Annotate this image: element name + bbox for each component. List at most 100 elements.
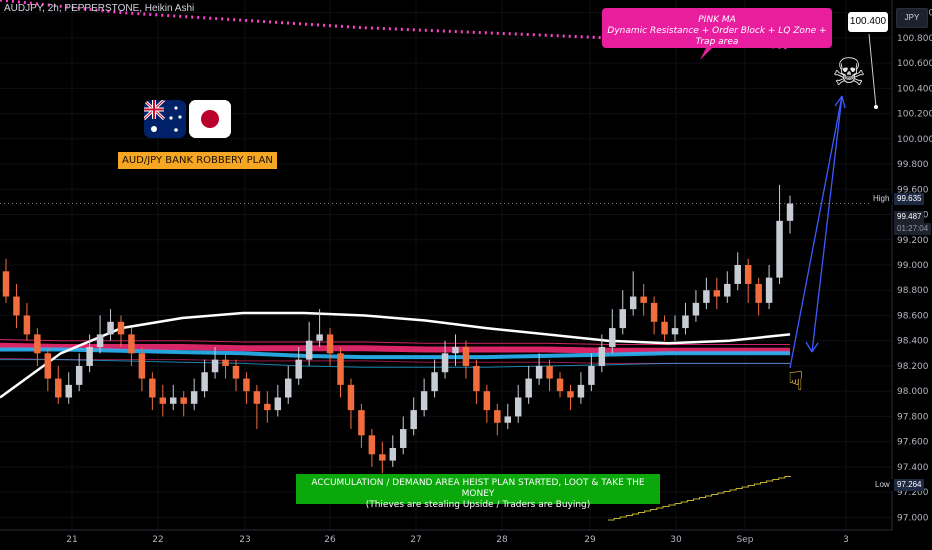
candle — [441, 340, 449, 379]
candle-body — [190, 391, 198, 404]
candle-body — [23, 315, 31, 335]
y-tick-label: 99.600 — [897, 185, 929, 195]
candle-body — [117, 321, 125, 335]
x-tick-label: 22 — [152, 535, 163, 545]
candle — [786, 195, 794, 234]
japan-flag-icon — [189, 100, 231, 138]
candle — [44, 347, 52, 392]
target-point — [874, 105, 878, 109]
candle-body — [525, 378, 532, 398]
candle-body — [776, 220, 783, 278]
candle-body — [34, 334, 41, 354]
grid — [0, 0, 892, 530]
currency-button[interactable]: JPY — [896, 8, 928, 28]
candle — [765, 265, 773, 310]
pink-callout-pointer — [700, 48, 712, 60]
target-arrow-head — [834, 95, 846, 109]
candle — [211, 347, 219, 379]
candle — [650, 296, 658, 335]
y-tick-label: 100.600 — [897, 59, 932, 69]
candle-body — [399, 429, 407, 448]
candle — [744, 258, 752, 303]
candle-body — [253, 391, 261, 404]
candle — [190, 378, 198, 411]
chart-title: AUDJPY, 2h, PEPPERSTONE, Heikin Ashi — [4, 3, 195, 14]
candle-body — [180, 397, 187, 404]
candle — [619, 290, 626, 335]
candle-body — [232, 365, 240, 379]
dotted-magenta-ma-line — [0, 0, 791, 50]
candle — [661, 315, 668, 341]
candle — [703, 277, 710, 310]
candle — [358, 403, 365, 448]
candle-body — [629, 296, 637, 310]
candle-body — [546, 365, 553, 379]
candle-body — [138, 353, 146, 379]
candle — [274, 384, 282, 417]
candle-body — [713, 290, 721, 297]
candle — [117, 315, 125, 348]
candle — [588, 353, 595, 392]
candle-body — [494, 410, 501, 423]
candle — [337, 347, 344, 398]
candle — [368, 429, 376, 467]
candle — [504, 403, 512, 430]
candle — [494, 403, 501, 436]
candle-body — [661, 321, 668, 335]
white-ma-line — [0, 311, 791, 399]
candle — [170, 384, 177, 411]
candle-body — [703, 290, 710, 303]
pink-ma-callout: PINK MA Dynamic Resistance + Order Block… — [602, 8, 832, 48]
pointing-down-hand-icon: ☟ — [788, 366, 804, 396]
candle — [305, 321, 313, 366]
candle — [149, 372, 156, 411]
x-tick-label: 28 — [496, 535, 508, 545]
y-axis-ticks: 101.000100.800100.600100.400100.200100.0… — [897, 9, 932, 524]
candle-body — [337, 353, 344, 385]
candle — [399, 416, 407, 455]
candle — [232, 359, 240, 392]
y-tick-label: 97.600 — [897, 438, 929, 448]
retrace-arrow-line — [811, 95, 843, 353]
candle-body — [211, 359, 219, 373]
plan-label: AUD/JPY BANK ROBBERY PLAN — [118, 152, 277, 169]
candle — [577, 372, 585, 404]
x-tick-label: 29 — [584, 535, 596, 545]
candle-body — [609, 328, 616, 348]
y-tick-label: 97.800 — [897, 412, 929, 422]
candle — [222, 353, 229, 379]
candle — [389, 435, 397, 467]
pink-ma-title: PINK MA — [698, 15, 736, 25]
candle — [316, 309, 323, 348]
candle-body — [65, 384, 72, 398]
x-axis-ticks[interactable]: 21 22 23 26 27 28 29 30 Sep 3 — [66, 535, 849, 545]
retrace-arrow-head — [805, 341, 819, 353]
price-axis[interactable] — [892, 0, 932, 530]
candle — [96, 315, 104, 354]
y-tick-label: 97.200 — [897, 488, 929, 498]
y-tick-label: 97.400 — [897, 463, 929, 473]
x-tick-label: 26 — [324, 535, 336, 545]
candle — [462, 340, 470, 379]
demand-area-callout: ACCUMULATION / DEMAND AREA HEIST PLAN ST… — [296, 474, 660, 510]
candle-body — [431, 372, 438, 392]
candle — [713, 277, 721, 310]
candle — [347, 378, 355, 430]
candle-body — [441, 353, 449, 373]
y-tick-label: 97.000 — [897, 513, 929, 523]
candle-body — [473, 365, 480, 392]
y-tick-label: 99.800 — [897, 160, 929, 170]
candle-body — [170, 397, 177, 404]
overlays — [608, 33, 878, 521]
y-tick-label: 100.200 — [897, 110, 932, 120]
candle-body — [284, 378, 292, 398]
candle-body — [619, 309, 626, 329]
australia-flag-icon — [144, 100, 186, 138]
current-price: 99.487 — [894, 211, 925, 223]
candle-body — [243, 378, 250, 392]
candle-body — [724, 283, 731, 297]
candle — [295, 347, 302, 385]
candle-body — [744, 265, 752, 284]
candle — [75, 353, 83, 392]
